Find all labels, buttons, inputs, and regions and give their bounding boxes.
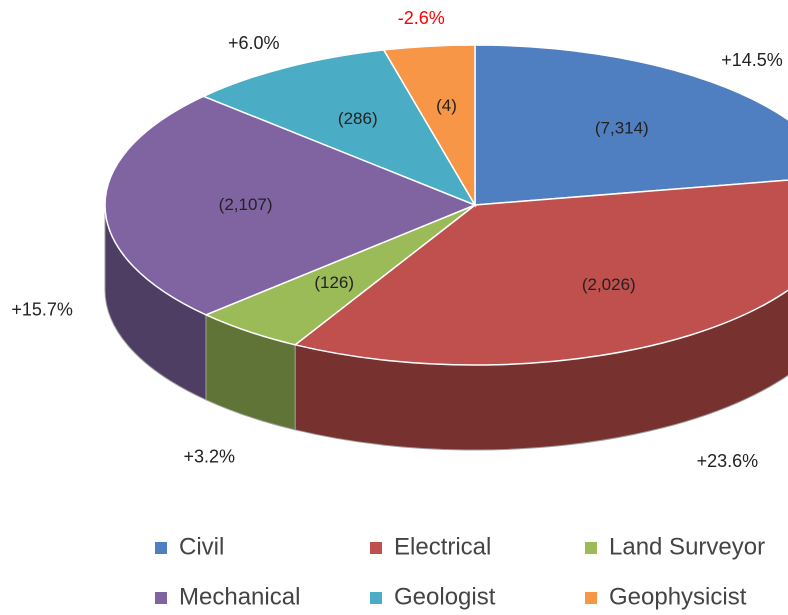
- legend-label: Geologist: [394, 583, 496, 610]
- change-label: +15.7%: [11, 300, 73, 320]
- legend-marker: [370, 592, 382, 604]
- count-label: (286): [338, 109, 378, 128]
- slice: [382, 44, 476, 208]
- legend-label: Land Surveyor: [609, 533, 765, 560]
- slice: [293, 179, 788, 366]
- legend-label: Electrical: [394, 533, 491, 560]
- slice: [474, 44, 788, 206]
- count-label: (2,107): [219, 195, 273, 214]
- change-label: +23.6%: [697, 451, 759, 471]
- count-label: (126): [314, 273, 354, 292]
- legend-marker: [370, 542, 382, 554]
- count-label: (7,314): [595, 118, 649, 137]
- legend-label: Geophysicist: [609, 583, 747, 610]
- legend-marker: [155, 542, 167, 554]
- count-label: (4): [436, 96, 457, 115]
- legend-label: Civil: [179, 533, 224, 560]
- legend-marker: [585, 592, 597, 604]
- change-label: +14.5%: [721, 50, 783, 70]
- slice: [104, 95, 478, 316]
- legend-marker: [585, 542, 597, 554]
- legend-label: Mechanical: [179, 583, 300, 610]
- change-label: +6.0%: [228, 33, 280, 53]
- slice: [201, 49, 477, 207]
- change-label: -2.6%: [398, 8, 445, 28]
- count-label: (2,026): [582, 275, 636, 294]
- change-label: +3.2%: [184, 447, 236, 467]
- legend-marker: [155, 592, 167, 604]
